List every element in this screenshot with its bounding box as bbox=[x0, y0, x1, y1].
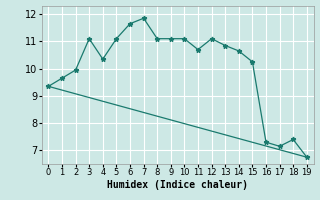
X-axis label: Humidex (Indice chaleur): Humidex (Indice chaleur) bbox=[107, 180, 248, 190]
